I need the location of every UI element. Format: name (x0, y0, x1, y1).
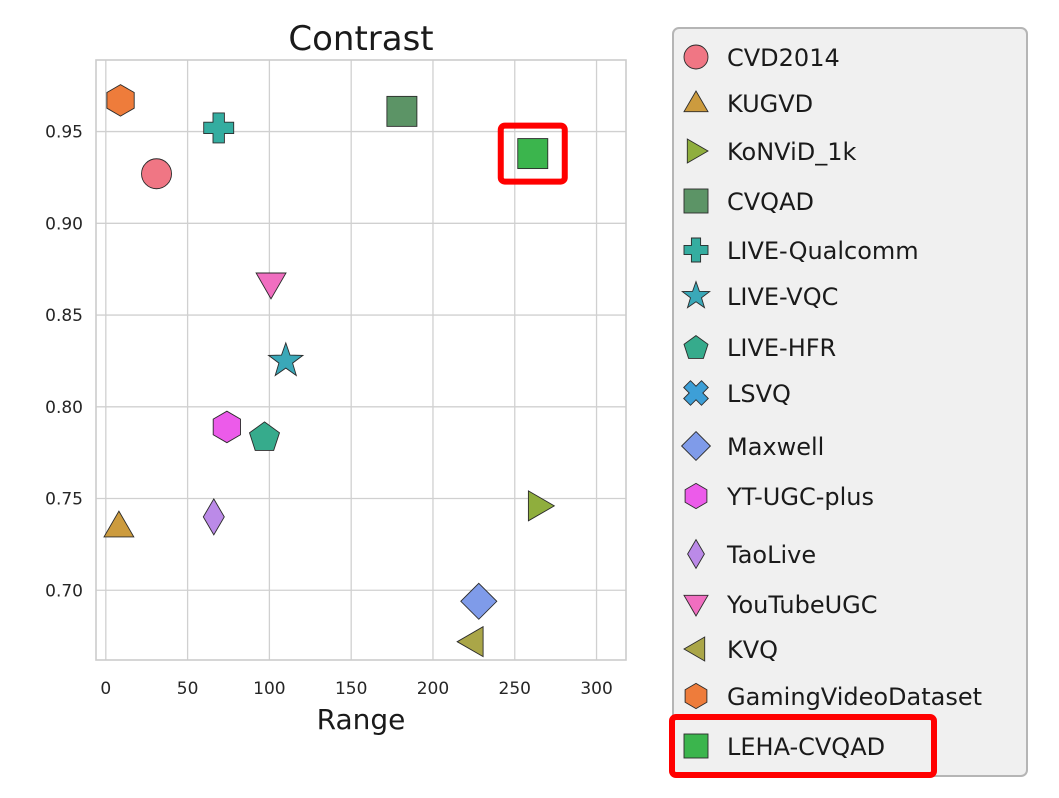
legend-label-taolive: TaoLive (726, 541, 816, 569)
chart-title: Contrast (288, 19, 433, 59)
legend-marker-maxwell (680, 430, 712, 462)
point-yt-ugc-plus (212, 410, 241, 444)
y-tick-label: 0.95 (45, 123, 83, 143)
legend: CVD2014 KUGVD KoNViD_1k CVQAD LIVE-Qualcomm L… (680, 44, 982, 761)
legend-label-gamingvideodataset: GamingVideoDataset (727, 683, 982, 711)
point-kugvd (103, 510, 135, 538)
legend-label-yt-ugc-plus: YT-UGC-plus (726, 483, 874, 511)
legend-label-cvqad: CVQAD (727, 188, 814, 216)
legend-marker-taolive (687, 538, 705, 570)
legend-marker-leha-cvqad (683, 733, 709, 759)
x-tick-label: 0 (100, 679, 111, 699)
legend-label-cvd2014: CVD2014 (727, 44, 840, 72)
legend-marker-konvid-1k (686, 138, 709, 164)
legend-label-live-qualcomm: LIVE-Qualcomm (727, 237, 919, 265)
axis-ticks: 0 50 100 150 200 250 300 0.70 0.75 0.80 0.85 0.90 0.… (45, 123, 613, 699)
y-tick-label: 0.85 (45, 306, 83, 326)
y-tick-label: 0.80 (45, 398, 83, 418)
point-maxwell (460, 582, 498, 620)
point-live-hfr (248, 421, 281, 451)
legend-marker-cvd2014 (683, 44, 709, 70)
point-gamingvideodataset (106, 84, 135, 117)
data-points (103, 84, 556, 658)
point-kvq (456, 625, 484, 658)
point-cvd2014 (141, 158, 172, 190)
legend-marker-kugvd (683, 90, 709, 113)
legend-marker-live-vqc (681, 280, 711, 309)
legend-label-kvq: KVQ (727, 636, 778, 664)
point-cvqad (386, 95, 418, 127)
x-tick-label: 150 (335, 679, 367, 699)
x-axis-title: Range (317, 703, 406, 736)
highlight-box-point (497, 122, 568, 185)
legend-marker-lsvq (683, 380, 709, 406)
point-youtubeugc (255, 272, 287, 300)
y-tick-label: 0.70 (45, 581, 83, 601)
point-konvid-1k (527, 490, 556, 522)
legend-label-leha-cvqad: LEHA-CVQAD (727, 733, 885, 761)
legend-marker-live-hfr (683, 335, 709, 359)
point-taolive (202, 498, 225, 536)
y-tick-label: 0.75 (45, 490, 83, 510)
y-tick-label: 0.90 (45, 214, 83, 234)
point-live-vqc (267, 341, 305, 377)
legend-marker-cvqad (683, 188, 709, 214)
point-leha-cvqad (517, 138, 549, 170)
highlight-boxes (497, 122, 568, 185)
legend-marker-yt-ugc-plus (684, 482, 708, 510)
legend-label-live-vqc: LIVE-VQC (727, 283, 838, 311)
x-tick-label: 300 (580, 679, 612, 699)
legend-marker-youtubeugc (683, 594, 709, 617)
legend-label-kugvd: KUGVD (727, 90, 813, 118)
legend-label-youtubeugc: YouTubeUGC (726, 591, 878, 619)
legend-label-konvid-1k: KoNViD_1k (727, 138, 856, 166)
x-tick-label: 200 (417, 679, 449, 699)
legend-marker-kvq (683, 636, 706, 662)
point-live-qualcomm (203, 112, 235, 144)
x-tick-label: 50 (177, 679, 199, 699)
plot-frame (95, 59, 627, 661)
legend-marker-gamingvideodataset (684, 682, 708, 710)
legend-marker-live-qualcomm (683, 237, 709, 263)
x-tick-label: 250 (499, 679, 531, 699)
grid-lines (96, 60, 626, 660)
x-tick-label: 100 (253, 679, 285, 699)
legend-label-live-hfr: LIVE-HFR (727, 334, 836, 362)
legend-label-lsvq: LSVQ (727, 380, 791, 408)
legend-label-maxwell: Maxwell (727, 433, 824, 461)
highlight-box-legend (669, 714, 937, 778)
